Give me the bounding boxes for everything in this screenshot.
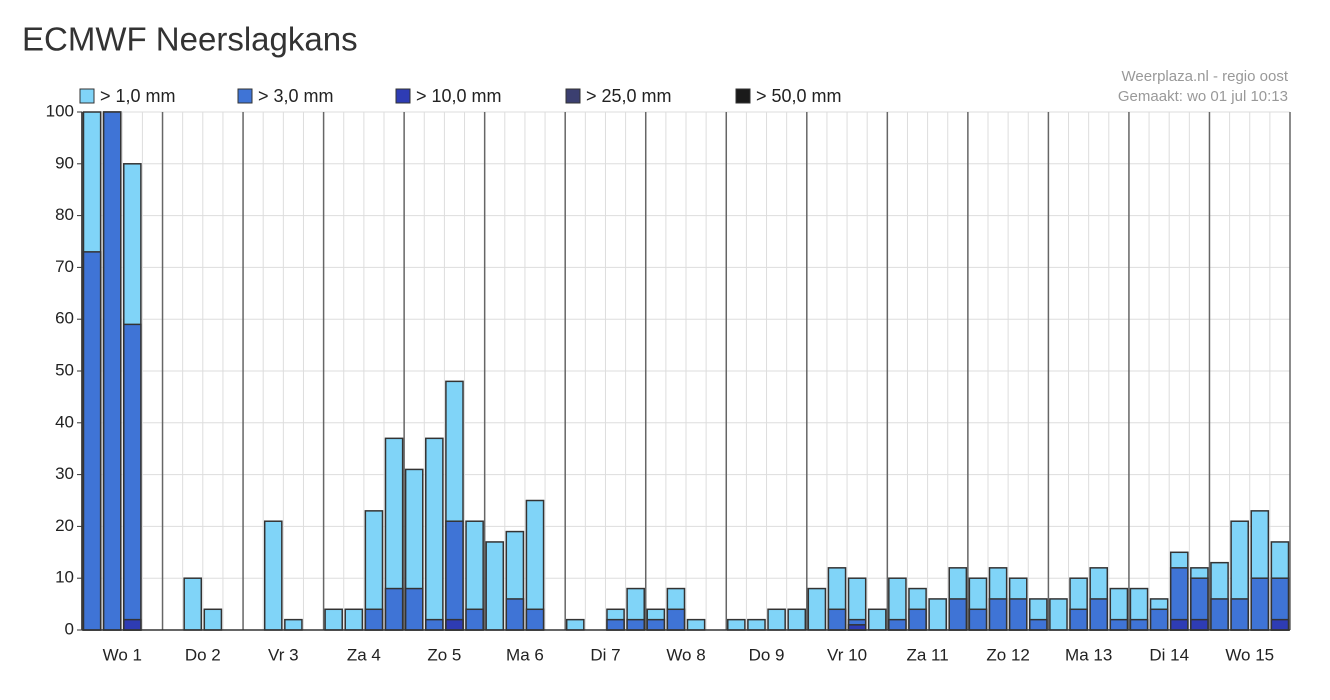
bar [525, 608, 545, 631]
bar [827, 608, 847, 631]
x-tick-label: Zo 12 [986, 645, 1029, 664]
bar [908, 608, 927, 631]
bar [847, 624, 867, 631]
bar [364, 608, 384, 631]
bar [867, 608, 887, 631]
bar [445, 520, 464, 631]
x-tick-label: Do 9 [749, 645, 785, 664]
bar [666, 608, 686, 631]
bar [888, 618, 907, 631]
legend-swatch [735, 88, 751, 104]
bar [1190, 618, 1209, 631]
bar [1270, 618, 1290, 631]
x-tick-label: Ma 13 [1065, 645, 1112, 664]
x-tick-label: Wo 1 [103, 645, 142, 664]
bar [968, 608, 988, 631]
y-tick-label: 0 [65, 619, 74, 638]
bar [1049, 598, 1068, 631]
bar [727, 618, 746, 631]
x-tick-label: Za 11 [906, 645, 948, 664]
bar [606, 618, 625, 631]
y-tick-label: 50 [55, 360, 74, 379]
bar [767, 608, 786, 631]
bar [82, 251, 102, 631]
bar [988, 598, 1008, 631]
bar [425, 618, 444, 631]
legend-swatch [237, 88, 253, 104]
bar [485, 541, 505, 631]
y-tick-label: 80 [55, 205, 74, 224]
legend-label: > 1,0 mm [100, 86, 176, 106]
legend-label: > 3,0 mm [258, 86, 334, 106]
legend-label: > 50,0 mm [756, 86, 842, 106]
bar [1109, 618, 1129, 631]
bar [324, 608, 343, 631]
bar [505, 598, 525, 631]
x-tick-label: Wo 8 [666, 645, 705, 664]
bar [284, 618, 303, 631]
bar [747, 618, 766, 631]
bar [123, 323, 142, 631]
x-tick-label: Za 4 [347, 645, 381, 664]
bar [626, 618, 645, 631]
bar [425, 437, 444, 631]
bar [123, 618, 142, 631]
y-tick-label: 20 [55, 516, 74, 535]
bar [263, 520, 283, 631]
bar [1230, 598, 1249, 631]
bar [686, 618, 706, 631]
bar [465, 608, 484, 631]
chart-title: ECMWF Neerslagkans [22, 21, 358, 58]
made-note: Gemaakt: wo 01 jul 10:13 [1118, 88, 1288, 105]
x-tick-label: Vr 3 [268, 645, 299, 664]
x-tick-label: Di 7 [590, 645, 620, 664]
bar [1069, 608, 1088, 631]
bar [1089, 598, 1109, 631]
bar [1008, 598, 1028, 631]
y-tick-label: 40 [55, 412, 74, 431]
x-tick-label: Ma 6 [506, 645, 544, 664]
bar [203, 608, 223, 631]
bar [1169, 618, 1189, 631]
y-tick-label: 70 [55, 257, 74, 276]
legend-label: > 10,0 mm [416, 86, 502, 106]
bar [183, 577, 203, 631]
bar [565, 618, 585, 631]
y-tick-label: 30 [55, 464, 74, 483]
x-tick-label: Vr 10 [827, 645, 867, 664]
bar [102, 111, 122, 631]
bar [928, 598, 947, 631]
legend-label: > 25,0 mm [586, 86, 672, 106]
bar [1210, 598, 1229, 631]
bar [807, 587, 827, 631]
bar [1029, 618, 1048, 631]
x-tick-label: Do 2 [185, 645, 221, 664]
legend-swatch [395, 88, 411, 104]
y-tick-label: 60 [55, 309, 74, 328]
bar [948, 598, 968, 631]
bar [1149, 608, 1169, 631]
legend-swatch [79, 88, 95, 104]
x-tick-label: Zo 5 [427, 645, 461, 664]
x-tick-label: Di 14 [1149, 645, 1189, 664]
y-tick-label: 90 [55, 153, 74, 172]
y-tick-label: 100 [46, 101, 74, 120]
bar [445, 618, 464, 631]
y-tick-label: 10 [55, 568, 74, 587]
bar [344, 608, 364, 631]
bar [787, 608, 807, 631]
x-tick-label: Wo 15 [1225, 645, 1274, 664]
bar [384, 587, 404, 631]
legend-swatch [565, 88, 581, 104]
bar [1250, 577, 1270, 631]
bar [646, 618, 666, 631]
bar [404, 587, 424, 631]
source-note: Weerplaza.nl - regio oost [1122, 68, 1289, 85]
bar [1129, 618, 1149, 631]
